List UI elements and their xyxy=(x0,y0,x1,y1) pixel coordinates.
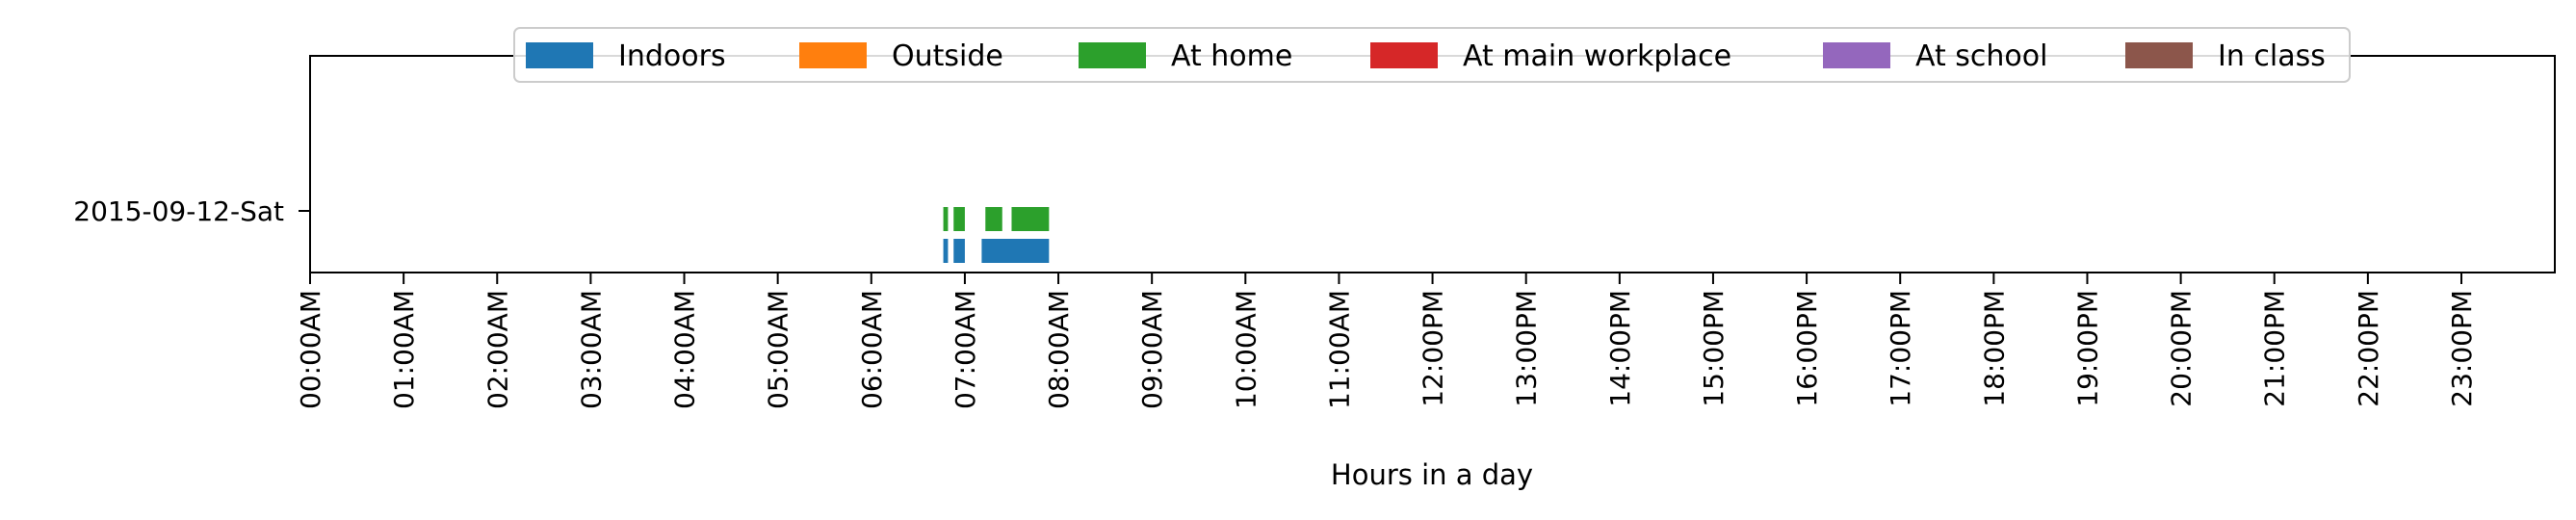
plot-frame xyxy=(309,55,2556,273)
x-tick-label: 22:00PM xyxy=(2353,290,2384,407)
bars-layer xyxy=(943,207,1050,263)
legend-swatch xyxy=(1823,42,1890,68)
y-category-label: 2015-09-12-Sat xyxy=(73,195,284,227)
x-tick-label: 20:00PM xyxy=(2166,290,2198,407)
bar-at-home xyxy=(943,207,949,231)
x-tick-label: 07:00AM xyxy=(950,290,981,409)
x-tick-label: 21:00PM xyxy=(2259,290,2291,407)
legend-label: At home xyxy=(1171,39,1292,73)
x-tick-label: 03:00AM xyxy=(575,290,607,409)
legend-swatch xyxy=(2125,42,2193,68)
x-tick-label: 05:00AM xyxy=(763,290,794,409)
x-tick-label: 11:00AM xyxy=(1323,290,1355,409)
x-tick-label: 16:00PM xyxy=(1791,290,1823,407)
legend-label: Indoors xyxy=(618,39,726,73)
x-tick-label: 19:00PM xyxy=(2071,290,2103,407)
legend-label: In class xyxy=(2218,39,2326,73)
x-tick-label: 06:00AM xyxy=(856,290,888,409)
x-axis: 00:00AM 01:00AM 02:00AM 03:00AM 04:00AM 05:00… xyxy=(295,273,2478,409)
bar-indoors xyxy=(943,239,949,263)
x-tick-label: 23:00PM xyxy=(2446,290,2478,407)
x-tick-label: 00:00AM xyxy=(295,290,326,409)
legend-label: At main workplace xyxy=(1463,39,1731,73)
legend-swatch xyxy=(799,42,867,68)
bar-at-home xyxy=(1011,207,1050,231)
x-tick-label: 15:00PM xyxy=(1698,290,1730,407)
x-tick-label: 18:00PM xyxy=(1978,290,2010,407)
x-tick-label: 14:00PM xyxy=(1604,290,1636,407)
x-tick-label: 09:00AM xyxy=(1136,290,1168,409)
x-tick-label: 13:00PM xyxy=(1511,290,1543,407)
x-tick-label: 04:00AM xyxy=(669,290,701,409)
x-tick-label: 02:00AM xyxy=(481,290,513,409)
x-tick-label: 01:00AM xyxy=(388,290,420,409)
legend-swatch xyxy=(526,42,593,68)
x-tick-label: 12:00PM xyxy=(1418,290,1449,407)
legend-swatch xyxy=(1079,42,1146,68)
x-tick-label: 10:00AM xyxy=(1230,290,1262,409)
x-tick-label: 08:00AM xyxy=(1043,290,1075,409)
bar-at-home xyxy=(953,207,965,231)
y-axis: 2015-09-12-Sat xyxy=(73,195,310,227)
bar-indoors xyxy=(953,239,965,263)
bar-at-home xyxy=(985,207,1002,231)
x-axis-title: Hours in a day xyxy=(1331,458,1533,491)
legend-label: Outside xyxy=(892,39,1003,73)
legend-swatch xyxy=(1370,42,1438,68)
x-tick-label: 17:00PM xyxy=(1885,290,1916,407)
bar-indoors xyxy=(981,239,1050,263)
legend-label: At school xyxy=(1915,39,2047,73)
legend: Indoors Outside At home At main workplace At… xyxy=(513,27,2351,83)
